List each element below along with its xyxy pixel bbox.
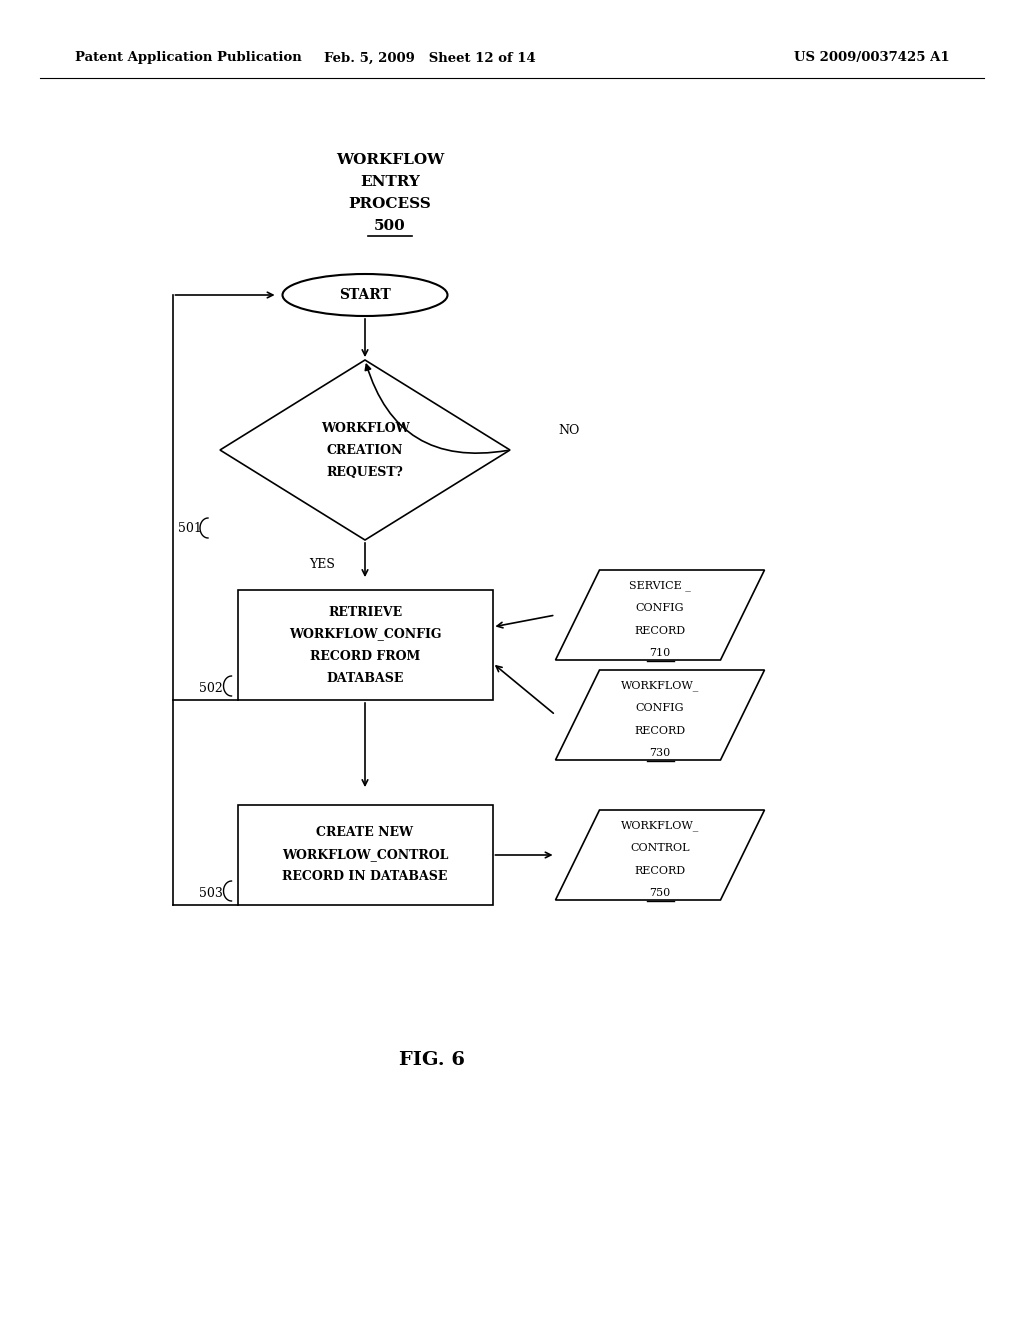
Text: RECORD IN DATABASE: RECORD IN DATABASE (283, 870, 447, 883)
Text: RECORD FROM: RECORD FROM (310, 649, 420, 663)
Text: WORKFLOW_CONFIG: WORKFLOW_CONFIG (289, 627, 441, 640)
Text: RETRIEVE: RETRIEVE (328, 606, 402, 619)
Text: PROCESS: PROCESS (348, 197, 431, 211)
Text: Feb. 5, 2009   Sheet 12 of 14: Feb. 5, 2009 Sheet 12 of 14 (325, 51, 536, 65)
Text: ENTRY: ENTRY (360, 176, 420, 189)
Text: 503: 503 (199, 887, 222, 900)
Text: 750: 750 (649, 888, 671, 898)
Text: CONFIG: CONFIG (636, 603, 684, 614)
Text: RECORD: RECORD (635, 726, 685, 735)
Text: WORKFLOW_: WORKFLOW_ (621, 680, 699, 692)
Text: RECORD: RECORD (635, 626, 685, 636)
Text: DATABASE: DATABASE (327, 672, 403, 685)
Text: CREATION: CREATION (327, 444, 403, 457)
Text: CONTROL: CONTROL (630, 843, 690, 853)
Text: WORKFLOW_CONTROL: WORKFLOW_CONTROL (282, 849, 449, 862)
Text: WORKFLOW_: WORKFLOW_ (621, 821, 699, 832)
Text: RECORD: RECORD (635, 866, 685, 875)
Bar (238, 805, 493, 906)
Text: WORKFLOW: WORKFLOW (336, 153, 444, 168)
Text: 500: 500 (374, 219, 406, 234)
Text: FIG. 6: FIG. 6 (399, 1051, 465, 1069)
Text: NO: NO (558, 424, 580, 437)
Text: CONFIG: CONFIG (636, 704, 684, 713)
Text: SERVICE _: SERVICE _ (629, 581, 691, 591)
Text: 710: 710 (649, 648, 671, 659)
Text: 730: 730 (649, 748, 671, 758)
Text: Patent Application Publication: Patent Application Publication (75, 51, 302, 65)
Text: WORKFLOW: WORKFLOW (321, 421, 410, 434)
FancyArrowPatch shape (366, 364, 507, 453)
Text: START: START (339, 288, 391, 302)
Text: CREATE NEW: CREATE NEW (316, 826, 414, 840)
Text: REQUEST?: REQUEST? (327, 466, 403, 479)
Text: 501: 501 (178, 521, 202, 535)
Text: 502: 502 (199, 682, 222, 696)
Bar (238, 590, 493, 700)
Text: US 2009/0037425 A1: US 2009/0037425 A1 (795, 51, 950, 65)
Text: YES: YES (309, 558, 335, 572)
